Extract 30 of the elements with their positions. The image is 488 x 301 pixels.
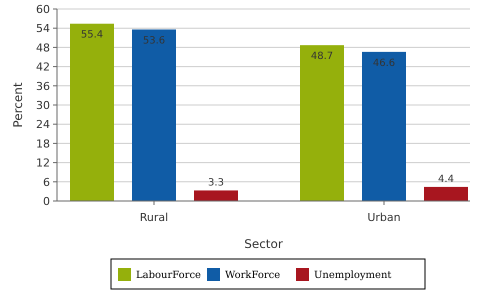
data-label: 4.4 <box>438 174 454 185</box>
y-tick-label: 12 <box>36 156 50 170</box>
bar <box>362 52 406 201</box>
y-tick-label: 24 <box>36 118 50 132</box>
bar <box>300 45 344 201</box>
y-tick-label: 30 <box>36 99 50 112</box>
y-tick-label: 36 <box>36 80 50 93</box>
y-tick-label: 60 <box>36 3 50 16</box>
y-tick-label: 6 <box>43 176 50 189</box>
y-tick-label: 0 <box>43 195 50 208</box>
legend-label: WorkForce <box>225 270 280 281</box>
bar <box>70 24 114 201</box>
y-tick-label: 18 <box>36 137 50 150</box>
x-tick-label: Rural <box>140 211 168 224</box>
data-label: 53.6 <box>142 35 166 46</box>
bar <box>194 190 238 201</box>
y-tick-label: 42 <box>36 60 50 74</box>
bar <box>132 29 176 201</box>
y-axis-title: Percent <box>11 82 25 128</box>
data-label: 55.4 <box>80 30 104 41</box>
legend-label: LabourForce <box>136 270 202 281</box>
y-tick-label: 54 <box>36 22 50 36</box>
y-tick-label: 48 <box>36 41 50 54</box>
data-label: 3.3 <box>208 177 224 188</box>
x-tick-label: Urban <box>367 211 401 224</box>
data-label: 46.6 <box>372 58 396 69</box>
data-label: 48.7 <box>310 51 334 62</box>
x-axis-title: Sector <box>244 237 283 251</box>
bar <box>424 186 468 201</box>
legend-label: Unemployment <box>314 270 392 281</box>
